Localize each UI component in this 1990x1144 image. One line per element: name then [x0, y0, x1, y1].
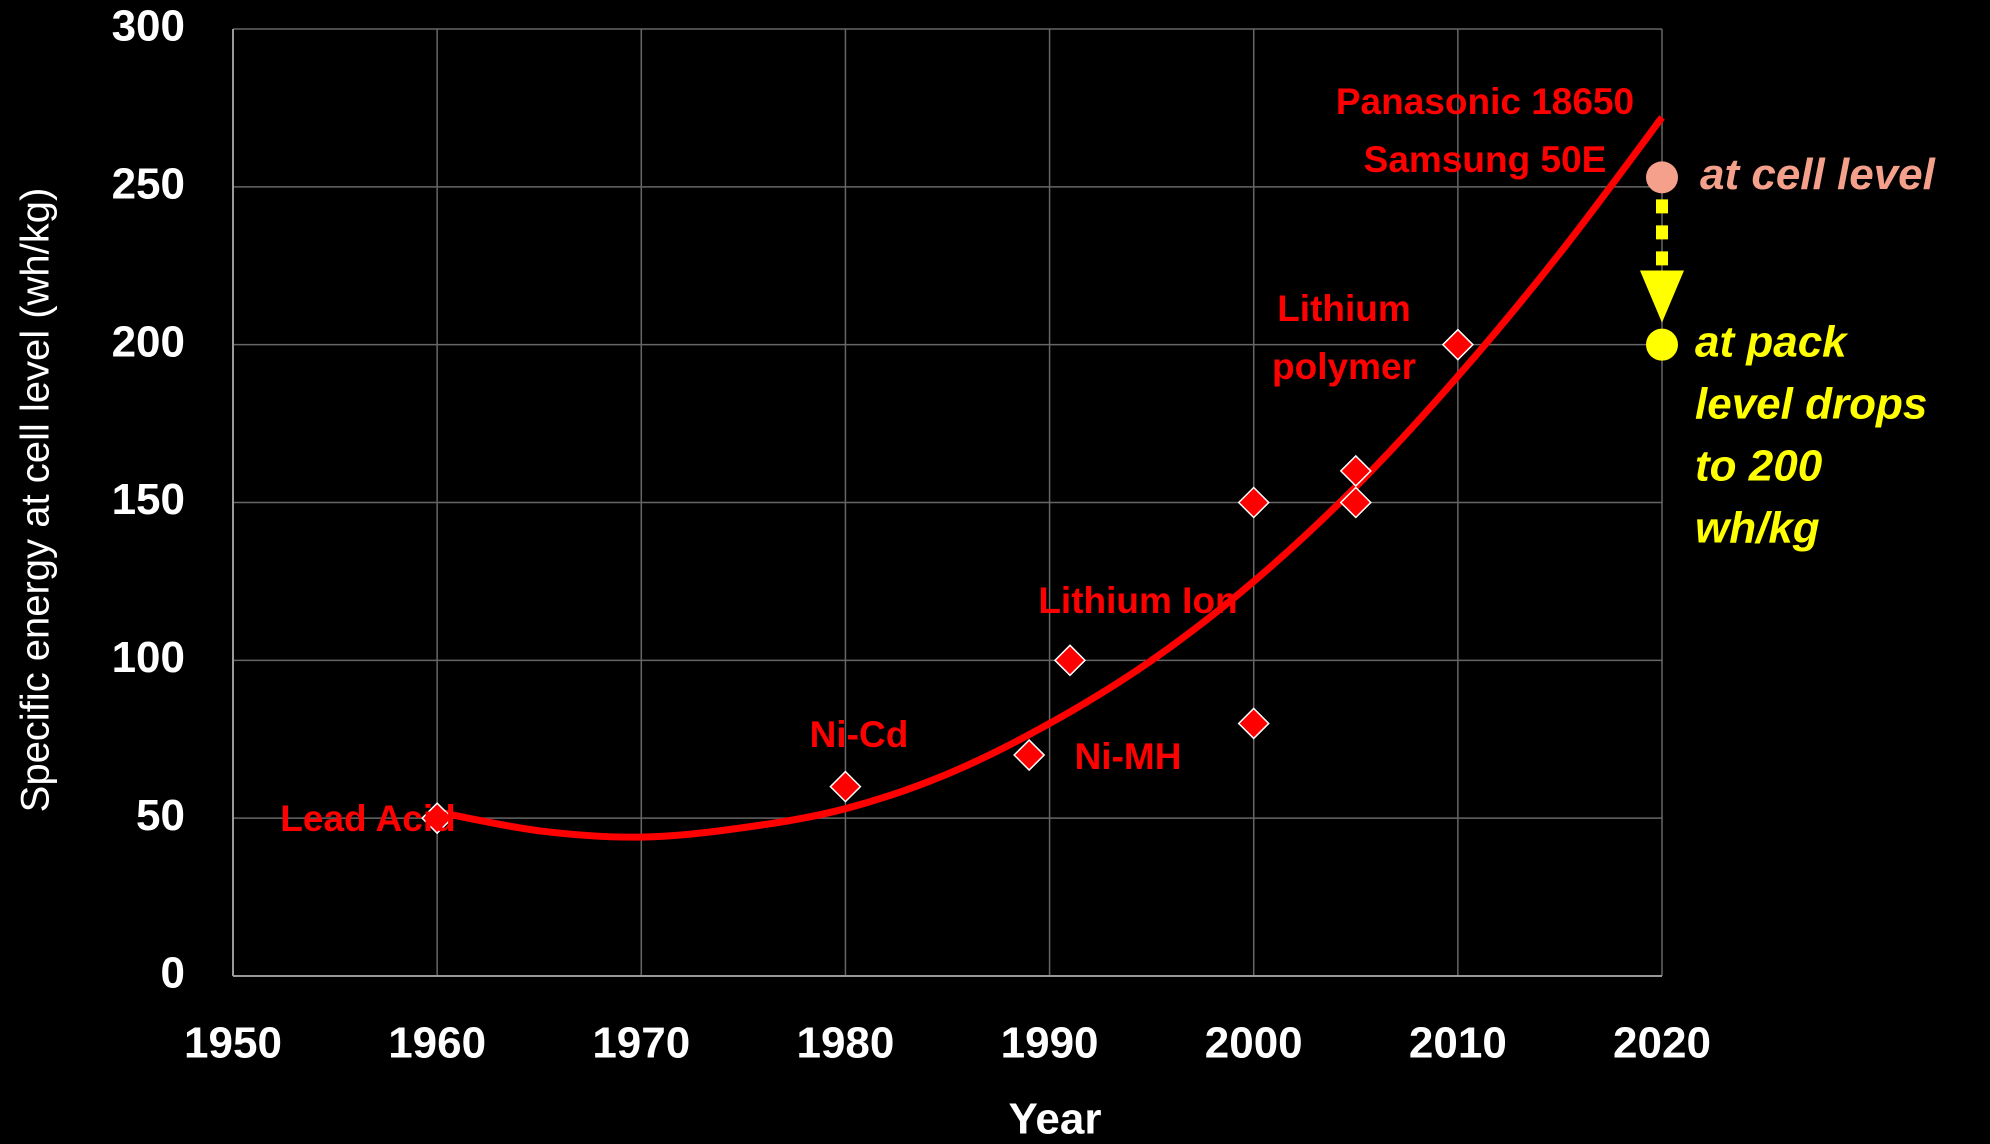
- x-tick-label: 2010: [1409, 1019, 1507, 1068]
- data-point: [1339, 486, 1372, 519]
- data-point: [1441, 328, 1474, 361]
- data-point: [829, 770, 862, 803]
- trend-line: [436, 115, 1665, 841]
- x-tick-label: 2020: [1613, 1019, 1711, 1068]
- y-tick-label: 150: [112, 475, 185, 524]
- data-point: [1237, 707, 1270, 740]
- point-label: Samsung 50E: [1364, 139, 1607, 180]
- drop-arrow-head: [1640, 270, 1684, 323]
- point-label: polymer: [1272, 346, 1416, 387]
- x-tick-label: 1960: [388, 1019, 486, 1068]
- point-label: Ni-MH: [1075, 736, 1182, 777]
- point-label: Lead Acid: [280, 798, 455, 839]
- x-tick-label: 1970: [592, 1019, 690, 1068]
- y-tick-label: 200: [112, 317, 185, 366]
- y-axis-label: Specific energy at cell level (wh/kg): [14, 188, 58, 813]
- point-label: Lithium: [1277, 288, 1411, 329]
- pack-level-label: level drops: [1695, 379, 1927, 428]
- data-point: [1053, 644, 1087, 677]
- y-tick-label: 50: [136, 791, 185, 840]
- point-label: Lithium Ion: [1038, 580, 1237, 621]
- data-point: [1013, 738, 1046, 772]
- x-tick-label: 1990: [1001, 1019, 1099, 1068]
- point-label: Ni-Cd: [810, 714, 909, 755]
- y-tick-label: 0: [161, 949, 185, 998]
- pack-level-label: to 200: [1695, 441, 1823, 490]
- x-axis-label: Year: [1009, 1095, 1102, 1144]
- pack-level-point: [1646, 328, 1678, 361]
- y-tick-label: 300: [112, 2, 185, 51]
- y-tick-label: 250: [112, 159, 185, 208]
- pack-level-label: wh/kg: [1695, 503, 1820, 552]
- x-tick-label: 2000: [1205, 1019, 1303, 1068]
- data-point: [421, 802, 454, 835]
- cell-level-point: [1646, 161, 1678, 194]
- x-tick-label: 1980: [796, 1019, 894, 1068]
- data-point: [1237, 486, 1270, 519]
- point-label: Panasonic 18650: [1336, 81, 1634, 122]
- x-tick-label: 1950: [184, 1019, 282, 1068]
- data-point: [1339, 454, 1372, 487]
- cell-level-label: at cell level: [1700, 150, 1936, 199]
- pack-level-label: at pack: [1695, 317, 1849, 366]
- y-tick-label: 100: [112, 633, 185, 682]
